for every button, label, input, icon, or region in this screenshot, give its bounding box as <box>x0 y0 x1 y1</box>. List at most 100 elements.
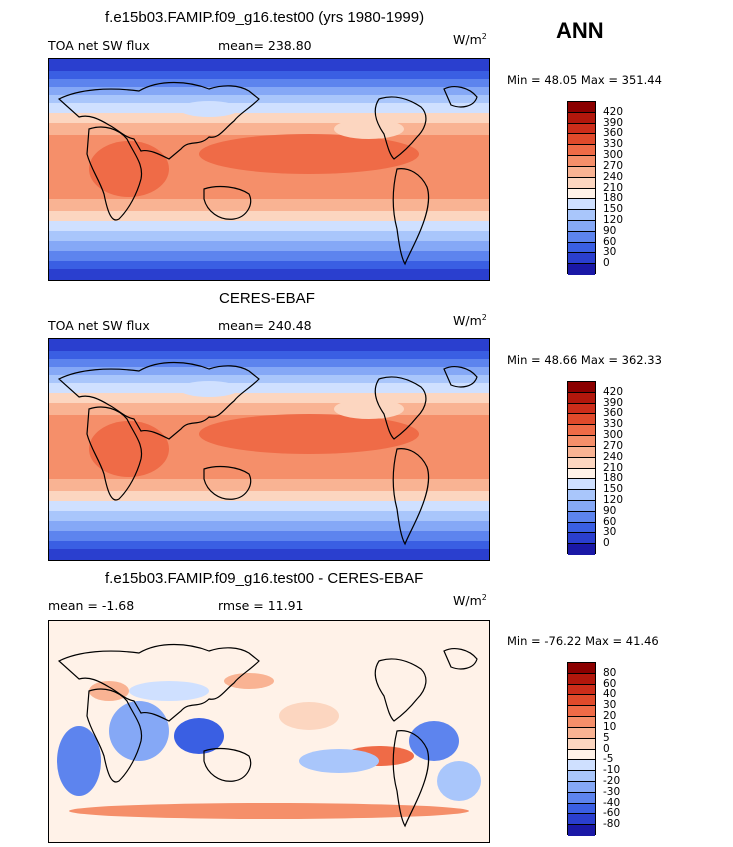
colorbar-swatch <box>568 803 595 815</box>
colorbar-swatch <box>568 749 595 761</box>
colorbar-swatch <box>568 220 595 232</box>
panel-3-map <box>48 620 490 843</box>
panel-2-units: W/m2 <box>453 313 487 329</box>
colorbar-swatch <box>568 123 595 135</box>
panel-2-minmax: Min = 48.66 Max = 362.33 <box>507 353 662 367</box>
colorbar-swatch <box>568 522 595 534</box>
colorbar-swatch <box>568 500 595 512</box>
panel-3-minmax: Min = -76.22 Max = 41.46 <box>507 634 659 648</box>
colorbar-tick-label: 0 <box>603 537 610 550</box>
colorbar-tick-label: 270 <box>603 159 624 172</box>
map-field <box>49 59 489 280</box>
colorbar-tick-label: 210 <box>603 461 624 474</box>
colorbar-tick-label: 240 <box>603 170 624 183</box>
colorbar-swatch <box>568 112 595 124</box>
coastlines <box>57 81 478 266</box>
colorbar-tick-label: 180 <box>603 472 624 485</box>
panel-1-title: f.e15b03.FAMIP.f09_g16.test00 (yrs 1980-… <box>105 9 425 26</box>
colorbar-swatch <box>568 533 595 545</box>
panel-2-mean: mean= 240.48 <box>218 318 312 333</box>
colorbar-tick-label: 90 <box>603 504 617 517</box>
colorbar-tick-label: 390 <box>603 396 624 409</box>
colorbar-tick-label: 240 <box>603 450 624 463</box>
colorbar-swatch <box>568 738 595 750</box>
colorbar-tick-label: -20 <box>603 774 621 787</box>
panel-3-units: W/m2 <box>453 593 487 609</box>
colorbar-tick-label: 40 <box>603 688 617 701</box>
colorbar-tick-label: 150 <box>603 483 624 496</box>
panel-2-title: CERES-EBAF <box>219 290 315 307</box>
panel-3-mean: mean = -1.68 <box>48 598 135 613</box>
colorbar-tick-label: 20 <box>603 710 617 723</box>
colorbar-swatch <box>568 392 595 404</box>
colorbar-swatch <box>568 436 595 447</box>
colorbar-swatch <box>568 771 595 782</box>
colorbar-swatch <box>568 382 595 393</box>
colorbar-swatch <box>568 695 595 707</box>
map-field <box>49 621 489 842</box>
colorbar-tick-label: 360 <box>603 407 624 420</box>
colorbar-swatch <box>568 403 595 415</box>
coastlines <box>57 643 478 828</box>
colorbar-swatch <box>568 717 595 728</box>
panel-1-map <box>48 58 490 281</box>
panel-3-colorbar <box>567 662 596 836</box>
colorbar-tick-label: -30 <box>603 785 621 798</box>
colorbar-swatch <box>568 242 595 254</box>
colorbar-swatch <box>568 414 595 426</box>
colorbar-tick-label: 300 <box>603 429 624 442</box>
colorbar-tick-label: 30 <box>603 699 617 712</box>
colorbar-tick-label: 210 <box>603 181 624 194</box>
colorbar-swatch <box>568 792 595 804</box>
colorbar-swatch <box>568 727 595 739</box>
colorbar-tick-label: 270 <box>603 439 624 452</box>
colorbar-tick-label: 120 <box>603 493 624 506</box>
colorbar-tick-label: -80 <box>603 818 621 831</box>
colorbar-tick-label: 420 <box>603 385 624 398</box>
colorbar-tick-label: 120 <box>603 213 624 226</box>
colorbar-swatch <box>568 673 595 685</box>
colorbar-tick-label: 180 <box>603 192 624 205</box>
colorbar-swatch <box>568 511 595 523</box>
colorbar-tick-label: 60 <box>603 235 617 248</box>
colorbar-swatch <box>568 814 595 826</box>
panel-1-colorbar <box>567 101 596 275</box>
panel-3-rmse: rmse = 11.91 <box>218 598 304 613</box>
panel-1-units: W/m2 <box>453 32 487 48</box>
map-field <box>49 339 489 560</box>
colorbar-swatch <box>568 825 595 836</box>
colorbar-swatch <box>568 134 595 146</box>
colorbar-swatch <box>568 102 595 113</box>
colorbar-tick-label: 60 <box>603 515 617 528</box>
colorbar-tick-label: 0 <box>603 257 610 270</box>
colorbar-swatch <box>568 210 595 221</box>
colorbar-swatch <box>568 760 595 772</box>
coastlines <box>57 361 478 546</box>
colorbar-tick-label: 420 <box>603 105 624 118</box>
colorbar-tick-label: 60 <box>603 677 617 690</box>
colorbar-tick-label: 80 <box>603 666 617 679</box>
colorbar-tick-label: 10 <box>603 720 617 733</box>
colorbar-tick-label: 30 <box>603 526 617 539</box>
colorbar-swatch <box>568 544 595 555</box>
colorbar-tick-label: 390 <box>603 116 624 129</box>
season-label: ANN <box>556 18 604 43</box>
colorbar-tick-label: -5 <box>603 753 614 766</box>
colorbar-swatch <box>568 177 595 189</box>
colorbar-swatch <box>568 156 595 167</box>
colorbar-swatch <box>568 684 595 696</box>
panel-2-colorbar <box>567 381 596 555</box>
colorbar-tick-label: -60 <box>603 807 621 820</box>
colorbar-tick-label: 0 <box>603 742 610 755</box>
panel-1-mean: mean= 238.80 <box>218 38 312 53</box>
colorbar-tick-label: 150 <box>603 203 624 216</box>
colorbar-swatch <box>568 231 595 243</box>
colorbar-swatch <box>568 490 595 501</box>
panel-1-minmax: Min = 48.05 Max = 351.44 <box>507 73 662 87</box>
colorbar-tick-label: 300 <box>603 149 624 162</box>
colorbar-tick-label: 360 <box>603 127 624 140</box>
colorbar-tick-label: -40 <box>603 796 621 809</box>
colorbar-tick-label: -10 <box>603 764 621 777</box>
colorbar-swatch <box>568 145 595 157</box>
panel-1-variable: TOA net SW flux <box>48 38 150 53</box>
